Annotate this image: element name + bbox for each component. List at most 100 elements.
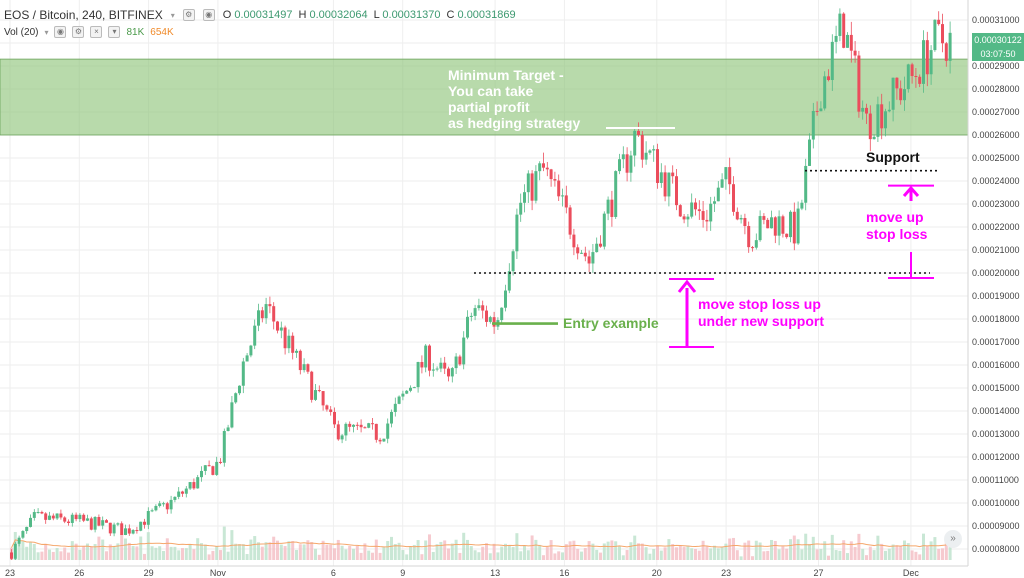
candle-body [895,77,899,89]
candle-body [184,488,188,494]
candle-body [758,216,762,241]
candle-body [306,364,310,372]
volume-bar [941,548,944,560]
volume-bar [887,548,891,560]
candle-body [340,435,344,440]
arrow-head [677,279,697,293]
volume-bar [903,540,906,560]
price-tick-label: 0.00009000 [972,521,1020,531]
candle-body [36,512,40,514]
candle-body [481,305,485,311]
candle-body [549,169,553,180]
candle-body [656,149,659,183]
candle-body [534,171,538,201]
candle-body [602,213,606,247]
volume-bar [830,534,834,560]
candle-body [906,64,910,90]
candle-body [591,252,595,264]
candle-body [131,530,135,534]
volume-bar [386,541,390,560]
volume-bar [139,536,143,560]
candle-body [492,317,496,327]
candle-body [416,362,420,388]
price-tick-label: 0.00023000 [972,199,1020,209]
volume-bar [682,546,686,560]
volume-bar [443,540,447,560]
volume-bar [549,540,553,560]
candle-body [827,76,830,81]
gear-icon[interactable]: ⚙ [72,26,85,38]
candle-body [690,202,694,217]
volume-bar [298,544,302,560]
candle-body [371,423,374,425]
candle-body [511,251,515,272]
volume-bar [895,545,899,560]
volume-bar [264,542,268,560]
volume-bar [819,549,823,560]
candle-body [743,218,747,227]
volume-bar [846,553,849,560]
indicator-dropdown-icon[interactable]: ▾ [44,27,49,37]
candle-body [625,154,629,173]
ohlc-values: O 0.00031497 H 0.00032064 L 0.00031370 C 0.… [223,9,522,21]
more-icon[interactable]: ▾ [108,26,121,38]
volume-bar [25,546,29,560]
volume-bar [739,556,743,560]
candle-body [918,76,922,84]
volume-bar [614,541,618,560]
volume-bar [792,535,796,560]
price-tick-label: 0.00021000 [972,245,1020,255]
time-tick-label: 23 [5,568,15,578]
volume-bar [222,526,226,560]
volume-bar [766,550,770,560]
candle-body [629,155,633,173]
symbol-dropdown-icon[interactable]: ▾ [170,10,175,20]
volume-bar [504,543,507,560]
volume-bar [74,543,78,560]
volume-bar [48,549,51,560]
candle-body [226,427,230,432]
close-icon[interactable]: × [90,26,103,38]
eye-icon[interactable]: ◉ [54,26,67,38]
volume-bar [849,541,853,560]
candle-body [542,163,545,168]
hide-icon[interactable]: ◉ [202,9,215,21]
volume-bar [378,552,382,560]
volume-bar [169,546,173,560]
candle-body [739,218,743,220]
volume-bar [485,543,488,560]
move-up-stop-loss-label: move up [866,209,924,225]
price-tick-label: 0.00029000 [972,61,1020,71]
time-tick-label: 26 [74,568,84,578]
time-axis: 23 26 29 Nov 6 9 13 16 20 23 27 Dec [0,565,968,578]
settings-icon[interactable]: ⚙ [182,9,195,21]
candle-body [188,482,192,489]
candle-body [325,405,329,410]
scroll-to-realtime-button[interactable]: » [944,530,962,548]
candle-body [393,403,397,412]
volume-bar [393,544,397,560]
volume-bar [344,549,348,560]
candle-body [70,514,74,523]
volume-bar [101,539,105,560]
candle-body [165,503,169,510]
candle-body [409,387,412,391]
candle-body [401,393,405,397]
support-label: Support [866,149,920,165]
candle-body [310,371,314,400]
candlestick-series [10,8,952,560]
volume-bar [431,551,435,560]
candle-body [621,154,625,160]
volume-indicator-label[interactable]: Vol (20) [4,26,39,38]
volume-bar [675,547,678,560]
volume-bar [922,533,925,560]
candle-body [146,511,150,525]
volume-value: 81K [126,26,145,38]
volume-bar [762,551,766,560]
volume-bar [545,546,549,560]
symbol-title[interactable]: EOS / Bitcoin, 240, BITFINEX [4,8,163,22]
volume-bar [36,552,40,560]
volume-bar [705,546,709,560]
candle-body [728,167,732,185]
volume-bar [933,537,937,560]
